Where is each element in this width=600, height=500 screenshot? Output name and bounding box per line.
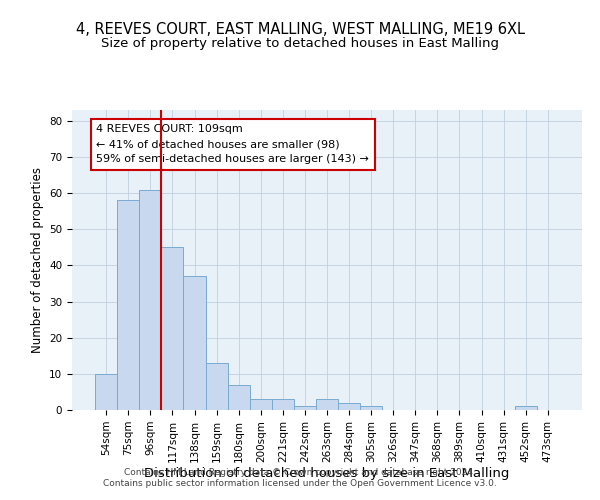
Text: 4 REEVES COURT: 109sqm
← 41% of detached houses are smaller (98)
59% of semi-det: 4 REEVES COURT: 109sqm ← 41% of detached… (96, 124, 369, 164)
Bar (250, 399, 272, 410)
Bar (360, 406, 382, 410)
Bar (294, 406, 316, 410)
Text: Contains HM Land Registry data © Crown copyright and database right 2024.
Contai: Contains HM Land Registry data © Crown c… (103, 468, 497, 487)
Y-axis label: Number of detached properties: Number of detached properties (31, 167, 44, 353)
Bar (117, 200, 139, 410)
Bar (139, 190, 161, 410)
X-axis label: Distribution of detached houses by size in East Malling: Distribution of detached houses by size … (145, 468, 509, 480)
Bar (161, 248, 184, 410)
Bar (338, 403, 360, 410)
Bar (515, 406, 537, 410)
Bar (272, 399, 294, 410)
Bar (206, 363, 227, 410)
Bar (184, 276, 206, 410)
Bar (316, 399, 338, 410)
Text: 4, REEVES COURT, EAST MALLING, WEST MALLING, ME19 6XL: 4, REEVES COURT, EAST MALLING, WEST MALL… (76, 22, 524, 38)
Bar (227, 384, 250, 410)
Bar (95, 374, 117, 410)
Text: Size of property relative to detached houses in East Malling: Size of property relative to detached ho… (101, 38, 499, 51)
